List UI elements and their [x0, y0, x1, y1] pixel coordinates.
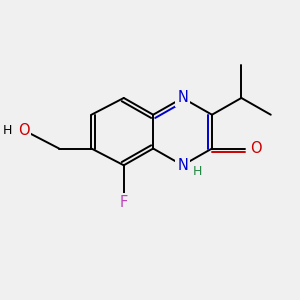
Text: O: O [18, 123, 30, 138]
Text: H: H [3, 124, 12, 137]
Text: N: N [177, 158, 188, 173]
Text: O: O [250, 141, 262, 156]
Text: H: H [193, 165, 203, 178]
Text: N: N [177, 91, 188, 106]
Text: F: F [120, 194, 128, 209]
